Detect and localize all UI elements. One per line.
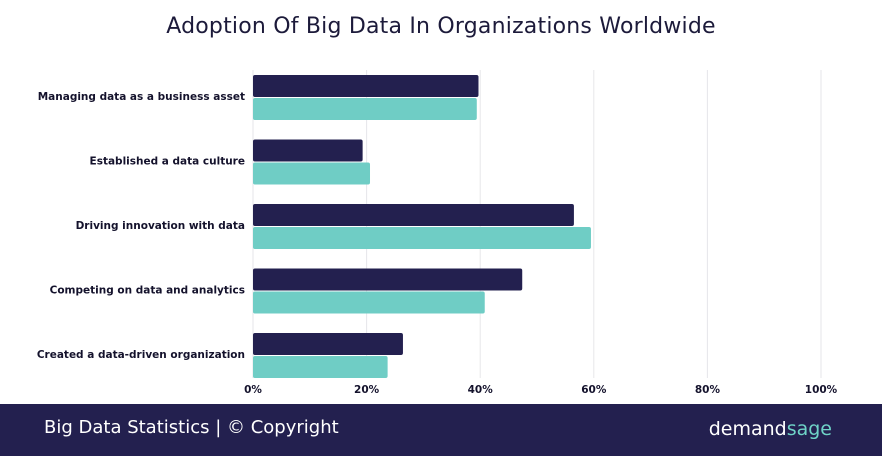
bar xyxy=(253,75,479,97)
category-label: Managing data as a business asset xyxy=(38,91,245,103)
brand-main: demand xyxy=(708,418,787,440)
brand-logo: demandsage xyxy=(709,418,832,440)
bar xyxy=(253,227,591,249)
bar xyxy=(253,204,574,226)
bar xyxy=(253,333,403,355)
category-label: Driving innovation with data xyxy=(76,220,245,232)
chart-title: Adoption Of Big Data In Organizations Wo… xyxy=(166,14,716,39)
bar xyxy=(253,291,485,314)
bar xyxy=(253,139,363,162)
tick-label: 60% xyxy=(581,384,607,396)
category-label: Created a data-driven organization xyxy=(37,349,245,361)
bar xyxy=(253,356,388,378)
footer: Big Data Statistics | © Copyright demand… xyxy=(0,404,882,456)
footer-text: Big Data Statistics | © Copyright xyxy=(44,417,339,438)
tick-label: 20% xyxy=(354,384,380,396)
bar xyxy=(253,98,477,120)
bar xyxy=(253,268,523,291)
category-label: Competing on data and analytics xyxy=(50,285,245,297)
tick-label: 80% xyxy=(695,384,721,396)
tick-label: 100% xyxy=(805,384,838,396)
bar-chart: Managing data as a business asset Establi… xyxy=(37,70,838,396)
brand-accent: sage xyxy=(786,418,832,440)
tick-label: 0% xyxy=(244,384,262,396)
category-label: Established a data culture xyxy=(90,156,245,168)
bar xyxy=(253,162,371,185)
tick-label: 40% xyxy=(468,384,494,396)
